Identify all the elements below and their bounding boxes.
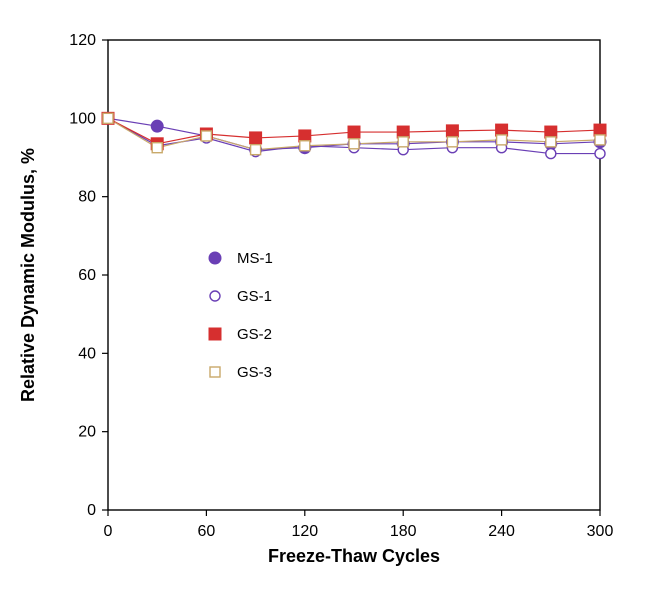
marker-square-open (210, 367, 220, 377)
marker-circle-open (595, 149, 605, 159)
y-tick-label: 120 (69, 32, 96, 49)
marker-circle-open (546, 149, 556, 159)
chart-bg (0, 0, 670, 593)
y-tick-label: 40 (78, 345, 96, 362)
x-tick-label: 240 (488, 523, 515, 540)
legend-label: GS-1 (237, 288, 272, 305)
chart-container: 0 20 40 60 80 100 120 0 60 120 180 240 300 Relative D… (0, 0, 670, 593)
y-tick-label: 80 (78, 189, 96, 206)
line-chart: 0 20 40 60 80 100 120 0 60 120 180 240 300 Relative D… (0, 0, 670, 593)
legend-label: MS-1 (237, 250, 273, 267)
x-tick-label: 180 (390, 523, 417, 540)
x-tick-label: 300 (587, 523, 614, 540)
marker-circle-filled (209, 252, 221, 264)
legend-label: GS-3 (237, 364, 272, 381)
marker-square-open (447, 137, 457, 147)
y-tick-label: 60 (78, 267, 96, 284)
marker-square-open (251, 145, 261, 155)
marker-square-filled (348, 126, 360, 138)
marker-square-open (201, 131, 211, 141)
marker-square-open (398, 137, 408, 147)
x-axis-label: Freeze-Thaw Cycles (268, 546, 440, 566)
y-tick-label: 0 (87, 502, 96, 519)
marker-square-open (103, 113, 113, 123)
x-tick-label: 0 (104, 523, 113, 540)
marker-square-filled (250, 132, 262, 144)
marker-square-open (595, 135, 605, 145)
marker-circle-filled (151, 120, 163, 132)
marker-square-open (497, 135, 507, 145)
marker-square-open (349, 139, 359, 149)
marker-square-open (300, 141, 310, 151)
marker-square-open (152, 143, 162, 153)
legend-label: GS-2 (237, 326, 272, 343)
marker-square-open (546, 137, 556, 147)
y-tick-label: 20 (78, 424, 96, 441)
x-tick-label: 60 (198, 523, 216, 540)
x-tick-label: 120 (291, 523, 318, 540)
y-axis-label: Relative Dynamic Modulus, % (18, 148, 38, 402)
marker-square-filled (446, 125, 458, 137)
marker-square-filled (209, 328, 221, 340)
y-tick-label: 100 (69, 110, 96, 127)
marker-circle-open (210, 291, 220, 301)
